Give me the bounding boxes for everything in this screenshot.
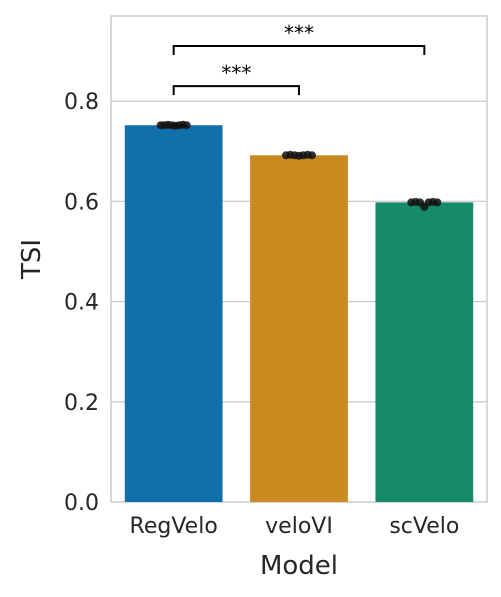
significance-label: *** xyxy=(221,61,251,85)
data-point xyxy=(433,198,442,207)
y-tick-label: 0.0 xyxy=(64,491,99,516)
y-axis-title: TSI xyxy=(17,239,47,280)
data-points xyxy=(156,120,442,211)
y-tick-label: 0.6 xyxy=(64,190,99,215)
y-tick-labels: 0.0 0.2 0.4 0.6 0.8 xyxy=(64,90,99,516)
x-tick-label-scvelo: scVelo xyxy=(389,514,459,539)
data-point xyxy=(308,151,316,160)
significance-label: *** xyxy=(284,21,314,45)
bars xyxy=(124,125,474,503)
y-tick-label: 0.8 xyxy=(64,90,99,115)
significance-brackets: *** *** xyxy=(172,21,426,96)
x-tick-label-regvelo: RegVelo xyxy=(130,514,218,539)
y-tick-label: 0.4 xyxy=(64,291,99,316)
x-tick-label-velovi: veloVI xyxy=(265,514,333,539)
x-axis-title: Model xyxy=(260,551,338,581)
y-tick-label: 0.2 xyxy=(64,391,99,416)
significance-bracket xyxy=(172,85,300,96)
bar-velovi xyxy=(250,155,348,502)
significance-bracket xyxy=(172,45,426,56)
x-tick-labels: RegVelo veloVI scVelo xyxy=(130,514,460,539)
bar-scvelo xyxy=(375,202,474,503)
bar-regvelo xyxy=(124,125,223,503)
data-point xyxy=(182,121,191,130)
